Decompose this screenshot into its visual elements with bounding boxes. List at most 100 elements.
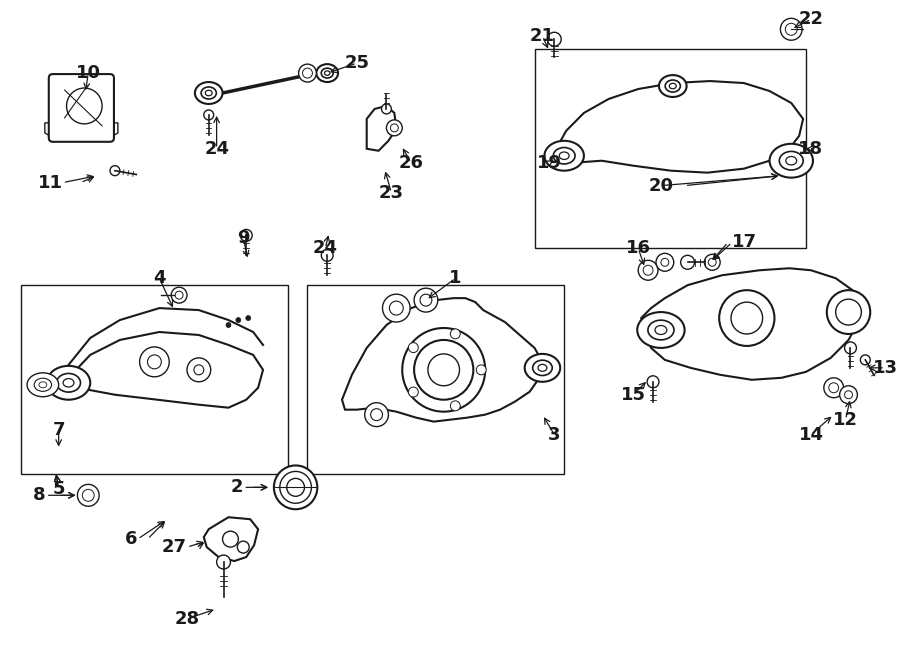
Ellipse shape xyxy=(659,75,687,97)
Ellipse shape xyxy=(274,465,318,509)
Text: 6: 6 xyxy=(125,530,138,548)
Text: 5: 5 xyxy=(52,481,65,498)
Polygon shape xyxy=(366,106,396,151)
Text: 12: 12 xyxy=(833,410,858,428)
Text: 1: 1 xyxy=(449,269,462,287)
Ellipse shape xyxy=(47,366,90,400)
Ellipse shape xyxy=(770,144,813,177)
Circle shape xyxy=(246,316,251,320)
Text: 19: 19 xyxy=(537,154,562,171)
Circle shape xyxy=(780,19,802,40)
Bar xyxy=(308,285,564,475)
Circle shape xyxy=(719,290,775,346)
Ellipse shape xyxy=(637,312,685,348)
Circle shape xyxy=(203,110,213,120)
Ellipse shape xyxy=(544,141,584,171)
Circle shape xyxy=(140,347,169,377)
Circle shape xyxy=(638,260,658,280)
Text: 26: 26 xyxy=(399,154,424,171)
Circle shape xyxy=(321,250,333,261)
Circle shape xyxy=(827,290,870,334)
Circle shape xyxy=(547,32,562,46)
Text: 24: 24 xyxy=(312,240,338,258)
Circle shape xyxy=(382,294,410,322)
Text: 18: 18 xyxy=(798,140,824,158)
Circle shape xyxy=(386,120,402,136)
Bar xyxy=(21,285,288,475)
Circle shape xyxy=(110,166,120,175)
Ellipse shape xyxy=(533,360,553,375)
Text: 25: 25 xyxy=(345,54,369,72)
Text: 23: 23 xyxy=(379,183,404,202)
Ellipse shape xyxy=(665,80,680,92)
Ellipse shape xyxy=(321,68,333,78)
Polygon shape xyxy=(203,517,258,561)
Circle shape xyxy=(382,104,392,114)
Text: 13: 13 xyxy=(872,359,897,377)
Circle shape xyxy=(240,230,252,242)
Circle shape xyxy=(860,355,870,365)
Circle shape xyxy=(236,318,241,322)
FancyBboxPatch shape xyxy=(49,74,114,142)
Circle shape xyxy=(414,288,437,312)
Polygon shape xyxy=(641,268,860,380)
Circle shape xyxy=(171,287,187,303)
Polygon shape xyxy=(60,332,263,408)
Circle shape xyxy=(840,386,858,404)
Circle shape xyxy=(450,401,460,411)
Ellipse shape xyxy=(27,373,58,397)
Ellipse shape xyxy=(57,373,80,392)
Circle shape xyxy=(824,378,843,398)
Circle shape xyxy=(409,387,419,397)
Circle shape xyxy=(705,254,720,270)
Circle shape xyxy=(656,254,674,271)
Ellipse shape xyxy=(538,364,547,371)
Circle shape xyxy=(731,302,762,334)
Polygon shape xyxy=(342,298,543,422)
Circle shape xyxy=(226,322,231,328)
Text: 8: 8 xyxy=(33,487,46,504)
Circle shape xyxy=(409,343,419,353)
Text: 4: 4 xyxy=(153,269,166,287)
Text: 16: 16 xyxy=(626,240,651,258)
Ellipse shape xyxy=(201,87,216,99)
Text: 9: 9 xyxy=(237,230,249,248)
Ellipse shape xyxy=(205,90,212,96)
Text: 15: 15 xyxy=(621,386,646,404)
Ellipse shape xyxy=(670,83,676,89)
Circle shape xyxy=(402,328,485,412)
Text: 10: 10 xyxy=(76,64,101,82)
Text: 17: 17 xyxy=(732,234,757,252)
Circle shape xyxy=(238,541,249,553)
Text: 2: 2 xyxy=(230,479,243,496)
Circle shape xyxy=(217,555,230,569)
Circle shape xyxy=(844,342,857,354)
Ellipse shape xyxy=(559,152,569,160)
Circle shape xyxy=(836,299,861,325)
Circle shape xyxy=(77,485,99,506)
Polygon shape xyxy=(45,123,53,138)
Ellipse shape xyxy=(779,152,803,170)
Text: 24: 24 xyxy=(204,140,230,158)
Text: 20: 20 xyxy=(648,177,673,195)
Text: 3: 3 xyxy=(548,426,561,444)
Ellipse shape xyxy=(554,148,575,164)
Circle shape xyxy=(450,329,460,339)
Circle shape xyxy=(187,358,211,382)
Ellipse shape xyxy=(195,82,222,104)
Ellipse shape xyxy=(786,156,796,165)
Ellipse shape xyxy=(39,382,47,388)
Bar xyxy=(535,49,806,248)
Ellipse shape xyxy=(34,378,51,391)
Circle shape xyxy=(647,376,659,388)
Circle shape xyxy=(364,402,389,426)
Circle shape xyxy=(680,256,695,269)
Circle shape xyxy=(428,354,460,386)
Circle shape xyxy=(222,531,239,547)
Text: 28: 28 xyxy=(175,610,200,628)
Text: 14: 14 xyxy=(798,426,824,444)
Ellipse shape xyxy=(325,71,330,75)
Ellipse shape xyxy=(525,354,560,382)
Text: 27: 27 xyxy=(162,538,187,556)
Ellipse shape xyxy=(316,64,338,82)
